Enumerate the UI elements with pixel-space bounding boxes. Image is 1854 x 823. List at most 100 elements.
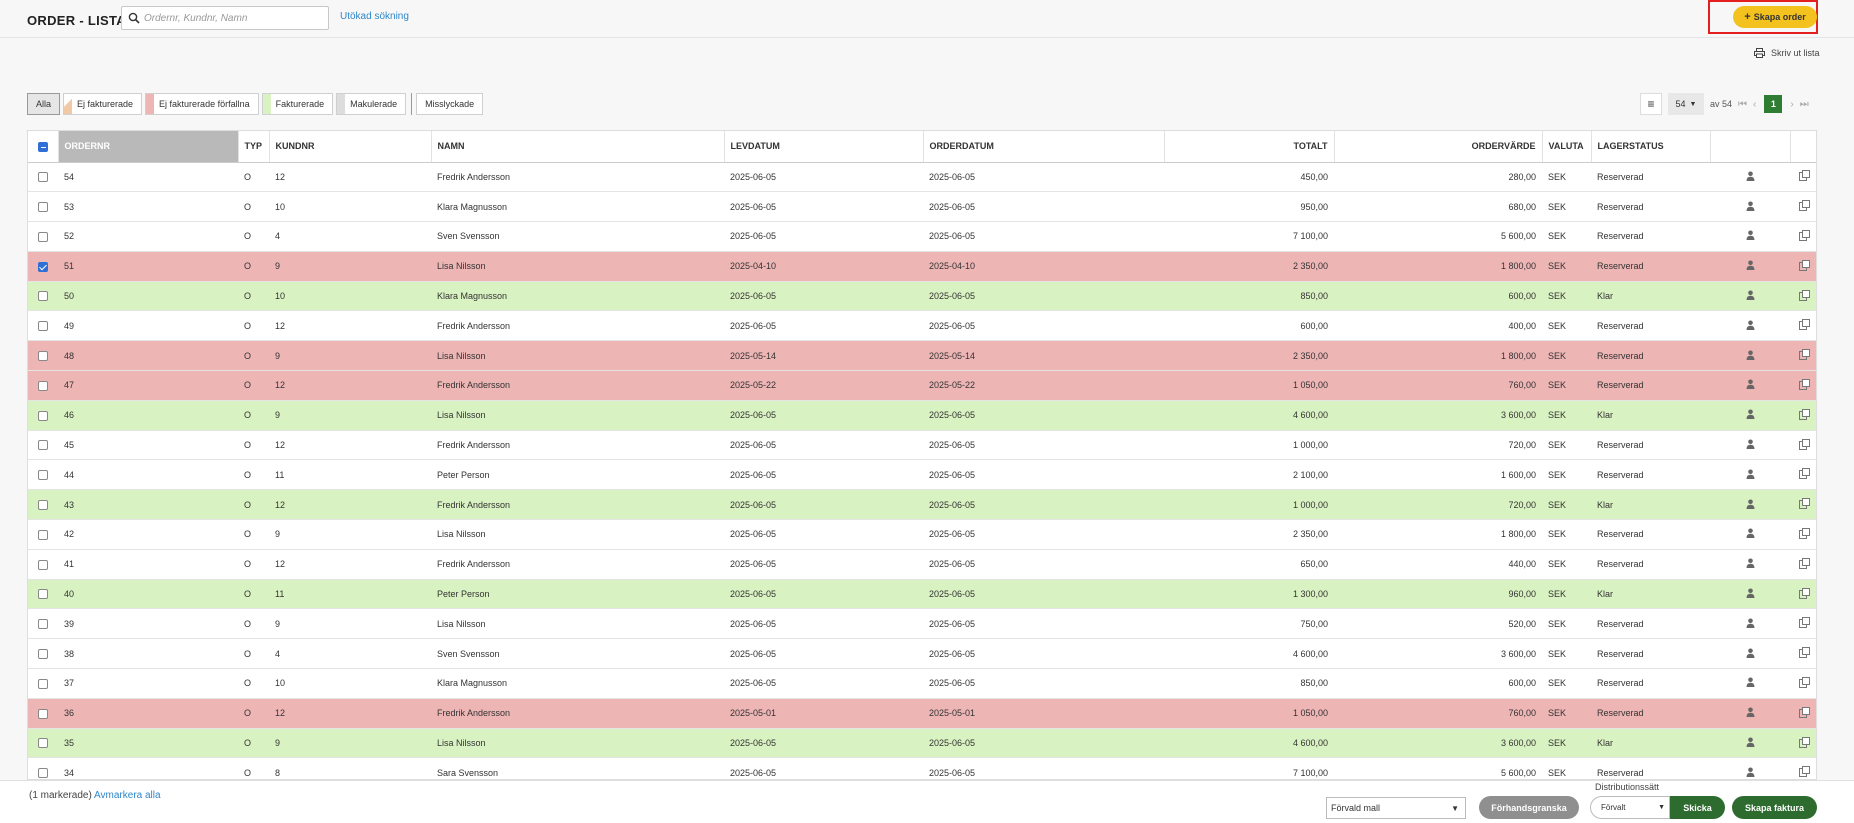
user-icon[interactable] <box>1710 430 1790 461</box>
copy-icon[interactable] <box>1790 549 1816 580</box>
col-lagerstatus[interactable]: LAGERSTATUS <box>1591 131 1711 163</box>
row-checkbox[interactable] <box>28 489 58 521</box>
row-checkbox[interactable] <box>28 459 58 491</box>
row-checkbox[interactable] <box>28 370 58 401</box>
copy-icon[interactable] <box>1790 340 1816 372</box>
table-row[interactable]: 50 O 10 Klara Magnusson 2025-06-05 2025-06-05… <box>28 281 1816 312</box>
user-icon[interactable] <box>1710 459 1790 491</box>
copy-icon[interactable] <box>1790 310 1816 342</box>
user-icon[interactable] <box>1710 698 1790 729</box>
col-orderdatum[interactable]: ORDERDATUM <box>923 131 1165 163</box>
menu-icon[interactable]: ≡ <box>1640 93 1662 115</box>
row-checkbox[interactable] <box>28 579 58 610</box>
copy-icon[interactable] <box>1790 430 1816 461</box>
per-page-select[interactable]: 54 ▼ <box>1668 93 1704 115</box>
first-page-icon[interactable]: ⏮ <box>1738 98 1748 110</box>
select-all-checkbox[interactable] <box>28 131 59 163</box>
table-row[interactable]: 43 O 12 Fredrik Andersson 2025-06-05 2025-06-… <box>28 489 1816 521</box>
user-icon[interactable] <box>1710 191 1790 223</box>
table-row[interactable]: 42 O 9 Lisa Nilsson 2025-06-05 2025-06-05 2 35… <box>28 519 1816 550</box>
row-checkbox[interactable] <box>28 549 58 580</box>
row-checkbox[interactable] <box>28 638 58 670</box>
last-page-icon[interactable]: ⏭ <box>1799 98 1809 110</box>
user-icon[interactable] <box>1710 162 1790 193</box>
table-row[interactable]: 48 O 9 Lisa Nilsson 2025-05-14 2025-05-14 2 35… <box>28 340 1816 372</box>
row-checkbox[interactable] <box>28 191 58 223</box>
filter-failed[interactable]: Misslyckade <box>416 93 484 115</box>
table-row[interactable]: 45 O 12 Fredrik Andersson 2025-06-05 2025-06-… <box>28 430 1816 461</box>
col-kundnr[interactable]: KUNDNR <box>269 131 432 163</box>
row-checkbox[interactable] <box>28 698 58 729</box>
user-icon[interactable] <box>1710 251 1790 282</box>
user-icon[interactable] <box>1710 400 1790 431</box>
copy-icon[interactable] <box>1790 251 1816 282</box>
copy-icon[interactable] <box>1790 519 1816 550</box>
col-ordervarde[interactable]: ORDERVÄRDE <box>1334 131 1543 163</box>
user-icon[interactable] <box>1710 370 1790 401</box>
table-row[interactable]: 52 O 4 Sven Svensson 2025-06-05 2025-06-05 7 1… <box>28 221 1816 252</box>
col-namn[interactable]: NAMN <box>431 131 725 163</box>
table-row[interactable]: 46 O 9 Lisa Nilsson 2025-06-05 2025-06-05 4 60… <box>28 400 1816 431</box>
table-row[interactable]: 38 O 4 Sven Svensson 2025-06-05 2025-06-05 4 6… <box>28 638 1816 670</box>
table-row[interactable]: 54 O 12 Fredrik Andersson 2025-06-05 2025-06-… <box>28 162 1816 193</box>
row-checkbox[interactable] <box>28 162 58 193</box>
preview-button[interactable]: Förhandsgranska <box>1479 796 1579 819</box>
table-row[interactable]: 36 O 12 Fredrik Andersson 2025-05-01 2025-05-… <box>28 698 1816 729</box>
user-icon[interactable] <box>1710 281 1790 312</box>
user-icon[interactable] <box>1710 608 1790 640</box>
current-page[interactable]: 1 <box>1764 95 1783 113</box>
row-checkbox[interactable] <box>28 430 58 461</box>
table-row[interactable]: 34 O 8 Sara Svensson 2025-06-05 2025-06-05 7 1… <box>28 757 1816 779</box>
table-row[interactable]: 40 O 11 Peter Person 2025-06-05 2025-06-05 1 3… <box>28 579 1816 610</box>
prev-page-icon[interactable]: ‹ <box>1753 98 1757 110</box>
copy-icon[interactable] <box>1790 728 1816 759</box>
copy-icon[interactable] <box>1790 281 1816 312</box>
col-totalt[interactable]: TOTALT <box>1164 131 1335 163</box>
row-checkbox[interactable] <box>28 281 58 312</box>
copy-icon[interactable] <box>1790 221 1816 252</box>
search-box[interactable] <box>121 6 329 30</box>
filter-invoiced[interactable]: Fakturerade <box>261 93 334 115</box>
table-row[interactable]: 51 O 9 Lisa Nilsson 2025-04-10 2025-04-10 2 35… <box>28 251 1816 282</box>
user-icon[interactable] <box>1710 489 1790 521</box>
table-row[interactable]: 44 O 11 Peter Person 2025-06-05 2025-06-05 2 1… <box>28 459 1816 491</box>
copy-icon[interactable] <box>1790 191 1816 223</box>
col-levdatum[interactable]: LEVDATUM <box>724 131 924 163</box>
copy-icon[interactable] <box>1790 400 1816 431</box>
table-row[interactable]: 49 O 12 Fredrik Andersson 2025-06-05 2025-06-… <box>28 310 1816 342</box>
row-checkbox[interactable] <box>28 310 58 342</box>
table-row[interactable]: 41 O 12 Fredrik Andersson 2025-06-05 2025-06-… <box>28 549 1816 580</box>
user-icon[interactable] <box>1710 549 1790 580</box>
copy-icon[interactable] <box>1790 698 1816 729</box>
copy-icon[interactable] <box>1790 638 1816 670</box>
filter-cancelled[interactable]: Makulerade <box>336 93 407 115</box>
copy-icon[interactable] <box>1790 668 1816 699</box>
col-ordernr[interactable]: ORDERNR <box>58 131 239 163</box>
row-checkbox[interactable] <box>28 757 58 779</box>
filter-all[interactable]: Alla <box>27 93 61 115</box>
distribution-select[interactable]: Förvalt ▼ <box>1590 796 1670 819</box>
user-icon[interactable] <box>1710 757 1790 779</box>
user-icon[interactable] <box>1710 728 1790 759</box>
user-icon[interactable] <box>1710 638 1790 670</box>
send-button[interactable]: Skicka <box>1670 796 1725 819</box>
create-invoice-button[interactable]: Skapa faktura <box>1732 796 1817 819</box>
table-row[interactable]: 47 O 12 Fredrik Andersson 2025-05-22 2025-05-… <box>28 370 1816 401</box>
table-row[interactable]: 39 O 9 Lisa Nilsson 2025-06-05 2025-06-05 750,… <box>28 608 1816 640</box>
row-checkbox[interactable] <box>28 728 58 759</box>
table-row[interactable]: 37 O 10 Klara Magnusson 2025-06-05 2025-06-05… <box>28 668 1816 699</box>
copy-icon[interactable] <box>1790 489 1816 521</box>
print-list-link[interactable]: Skriv ut lista <box>1754 48 1820 58</box>
row-checkbox[interactable] <box>28 400 58 431</box>
copy-icon[interactable] <box>1790 579 1816 610</box>
next-page-icon[interactable]: › <box>1790 98 1794 110</box>
copy-icon[interactable] <box>1790 370 1816 401</box>
user-icon[interactable] <box>1710 579 1790 610</box>
user-icon[interactable] <box>1710 519 1790 550</box>
create-order-button[interactable]: + Skapa order <box>1733 6 1817 28</box>
row-checkbox[interactable] <box>28 251 58 282</box>
user-icon[interactable] <box>1710 668 1790 699</box>
user-icon[interactable] <box>1710 221 1790 252</box>
search-input[interactable] <box>144 9 324 27</box>
advanced-search-link[interactable]: Utökad sökning <box>340 11 409 22</box>
